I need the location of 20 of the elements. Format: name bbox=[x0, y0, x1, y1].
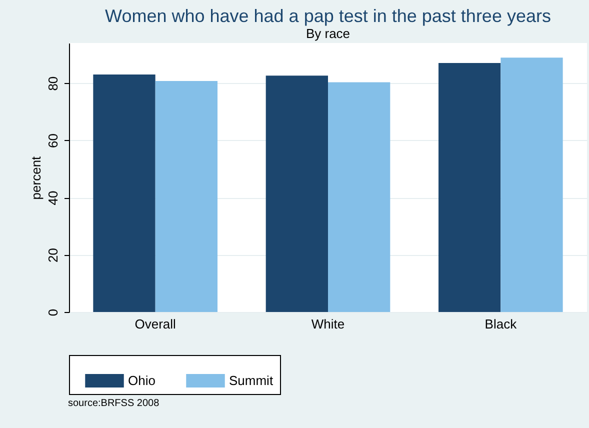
x-tick-label: Overall bbox=[134, 316, 176, 332]
bar bbox=[500, 58, 563, 312]
x-tick-label: White bbox=[311, 316, 345, 332]
y-axis-title: percent bbox=[28, 156, 44, 200]
bar bbox=[155, 81, 218, 312]
y-tick-label: 60 bbox=[46, 134, 60, 148]
y-tick-label: 20 bbox=[46, 248, 60, 262]
source-note: source:BRFSS 2008 bbox=[68, 398, 160, 409]
bar bbox=[438, 63, 501, 312]
y-tick-label: 80 bbox=[46, 76, 60, 91]
bar bbox=[266, 76, 328, 312]
chart-subtitle: By race bbox=[306, 26, 350, 41]
chart-title: Women who have had a pap test in the past three years bbox=[105, 6, 551, 26]
y-tick-label: 40 bbox=[46, 190, 60, 206]
x-tick-label: Black bbox=[484, 316, 518, 332]
legend-label: Summit bbox=[229, 372, 274, 388]
bar bbox=[93, 74, 156, 312]
y-tick-label: 0 bbox=[46, 308, 60, 316]
legend-label: Ohio bbox=[128, 372, 156, 388]
bar bbox=[328, 82, 390, 312]
